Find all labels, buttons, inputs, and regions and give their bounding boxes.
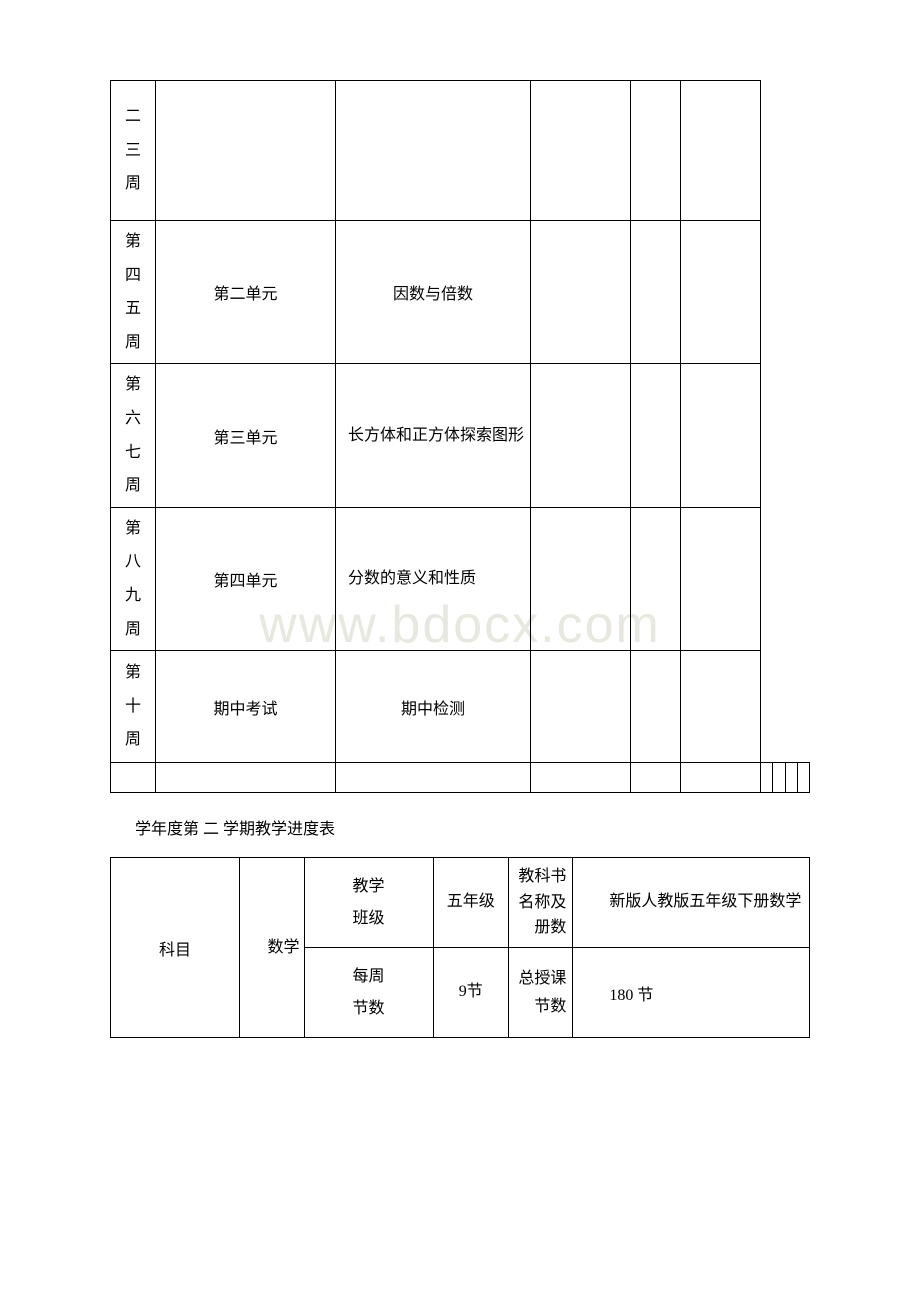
empty-cell	[531, 364, 631, 507]
book-value: 新版人教版五年级下册数学	[577, 888, 805, 917]
weekly-label-cell: 每周 节数	[304, 948, 433, 1038]
empty-cell	[111, 763, 156, 793]
class-value: 五年级	[438, 887, 504, 917]
content-cell	[336, 81, 531, 221]
empty-cell	[681, 81, 761, 221]
empty-cell	[631, 364, 681, 507]
empty-cell	[681, 763, 761, 793]
table-row-empty	[111, 763, 810, 793]
week-text: 第八九周	[125, 512, 141, 646]
weekly-value: 9节	[438, 977, 504, 1007]
book-value-cell: 新版人教版五年级下册数学	[573, 858, 810, 948]
empty-cell	[531, 507, 631, 650]
week-text: 第十周	[125, 656, 141, 757]
table-row: 第八九周 第四单元 分数的意义和性质	[111, 507, 810, 650]
week-text: 第六七周	[125, 368, 141, 502]
page-content: 二三周 第四五周 第二单元 因数与倍数 第六七周 第三单元 长方体和正方体探索图…	[110, 80, 810, 1038]
subject-label-cell: 科目	[111, 858, 240, 1038]
week-text: 第四五周	[125, 225, 141, 359]
empty-cell	[531, 81, 631, 221]
unit-cell: 期中考试	[156, 651, 336, 763]
weekly-value-cell: 9节	[433, 948, 508, 1038]
empty-cell	[631, 763, 681, 793]
content-cell: 长方体和正方体探索图形	[336, 364, 531, 507]
empty-cell	[631, 221, 681, 364]
week-cell: 二三周	[111, 81, 156, 221]
empty-cell	[531, 763, 631, 793]
unit-cell: 第三单元	[156, 364, 336, 507]
total-value-cell: 180 节	[573, 948, 810, 1038]
content-cell: 分数的意义和性质	[336, 507, 531, 650]
weekly-label-line1: 每周	[309, 961, 429, 993]
book-label: 教科书名称及册数	[513, 864, 569, 941]
empty-cell	[336, 763, 531, 793]
table-row: 第四五周 第二单元 因数与倍数	[111, 221, 810, 364]
table-row: 二三周	[111, 81, 810, 221]
empty-cell	[797, 763, 809, 793]
empty-cell	[785, 763, 797, 793]
week-cell: 第十周	[111, 651, 156, 763]
unit-cell: 第二单元	[156, 221, 336, 364]
class-label-cell: 教学 班级	[304, 858, 433, 948]
total-value: 180 节	[577, 981, 805, 1005]
subject-value: 数学	[244, 932, 300, 964]
empty-cell	[681, 364, 761, 507]
empty-cell	[631, 651, 681, 763]
total-label-cell: 总授课节数	[508, 948, 573, 1038]
table-row: 第六七周 第三单元 长方体和正方体探索图形	[111, 364, 810, 507]
empty-cell	[681, 507, 761, 650]
total-label: 总授课节数	[513, 965, 569, 1019]
content-cell: 期中检测	[336, 651, 531, 763]
empty-cell	[631, 81, 681, 221]
subject-value-cell: 数学	[240, 858, 305, 1038]
book-label-cell: 教科书名称及册数	[508, 858, 573, 948]
empty-cell	[631, 507, 681, 650]
week-text: 二三周	[125, 100, 141, 201]
week-cell: 第八九周	[111, 507, 156, 650]
unit-cell	[156, 81, 336, 221]
table-row: 第十周 期中考试 期中检测	[111, 651, 810, 763]
week-cell: 第六七周	[111, 364, 156, 507]
weekly-label: 每周 节数	[309, 961, 429, 1025]
empty-cell	[531, 221, 631, 364]
class-value-cell: 五年级	[433, 858, 508, 948]
empty-cell	[773, 763, 785, 793]
schedule-table-2: 科目 数学 教学 班级 五年级 教科书名称及册数 新版人教版五年级下册数学	[110, 857, 810, 1038]
empty-cell	[681, 221, 761, 364]
empty-cell	[156, 763, 336, 793]
class-label: 教学 班级	[309, 871, 429, 935]
schedule-table-1: 二三周 第四五周 第二单元 因数与倍数 第六七周 第三单元 长方体和正方体探索图…	[110, 80, 810, 793]
weekly-label-line2: 节数	[309, 993, 429, 1025]
class-label-line2: 班级	[309, 903, 429, 935]
unit-cell: 第四单元	[156, 507, 336, 650]
class-label-line1: 教学	[309, 871, 429, 903]
content-cell: 因数与倍数	[336, 221, 531, 364]
empty-cell	[681, 651, 761, 763]
week-cell: 第四五周	[111, 221, 156, 364]
section-title: 学年度第 二 学期教学进度表	[135, 815, 810, 839]
empty-cell	[761, 763, 773, 793]
table-row: 科目 数学 教学 班级 五年级 教科书名称及册数 新版人教版五年级下册数学	[111, 858, 810, 948]
empty-cell	[531, 651, 631, 763]
